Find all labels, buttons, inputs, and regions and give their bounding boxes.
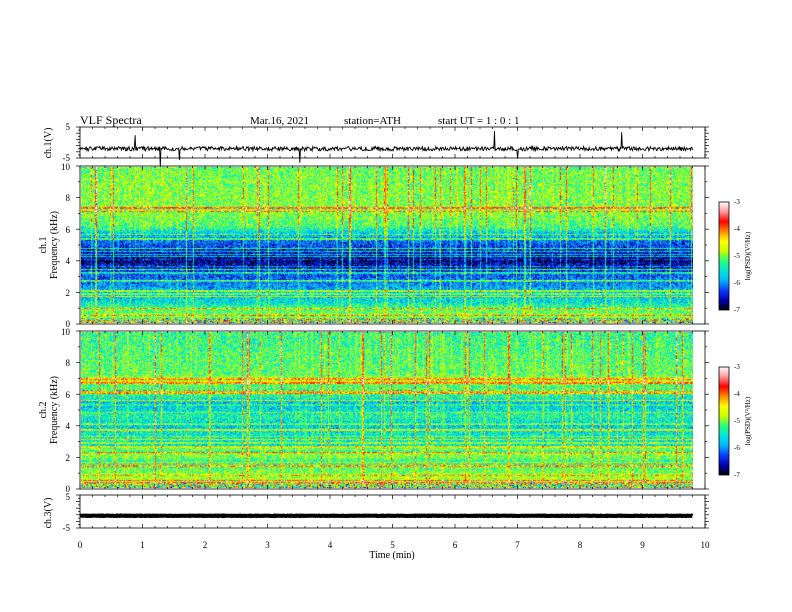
station-label: station=ATH xyxy=(344,115,401,127)
cb2-tick-0: -3 xyxy=(734,363,740,371)
ch2-colorbar: -3 -4 -5 -6 -7 log(PSD)(V²/Hz) xyxy=(718,363,752,479)
x-tick-3: 3 xyxy=(265,540,270,550)
frame-tick-marks xyxy=(76,126,709,529)
cb1-tick-3: -6 xyxy=(734,279,740,287)
x-tick-8: 8 xyxy=(578,540,583,550)
ch1-frequency-axis-label: Frequency (kHz) xyxy=(49,211,60,279)
cb1-tick-4: -7 xyxy=(734,306,740,314)
start-ut-label: start UT = 1 : 0 : 1 xyxy=(438,115,519,127)
cb2-label: log(PSD)(V²/Hz) xyxy=(744,396,752,445)
cb2-tick-4: -7 xyxy=(734,471,740,479)
x-tick-5: 5 xyxy=(390,540,395,550)
cb2-tick-3: -6 xyxy=(734,444,740,452)
ch1-voltage-frame xyxy=(79,126,706,159)
ch3-voltage-frame xyxy=(79,494,706,529)
x-tick-9: 9 xyxy=(640,540,645,550)
ch1-spectrogram-image xyxy=(81,167,693,323)
ch1-tick-4: 4 xyxy=(66,256,71,266)
ch3-voltage-trace xyxy=(79,513,694,519)
cb2-tick-1: -4 xyxy=(734,390,740,398)
ch1-tick-8: 8 xyxy=(66,193,71,203)
ch1-channel-label: ch.1 xyxy=(38,237,49,254)
ch1-colorbar-frame xyxy=(718,201,730,311)
cb1-label: log(PSD)(V²/Hz) xyxy=(744,231,752,280)
x-tick-0: 0 xyxy=(78,540,83,550)
cb1-tick-2: -5 xyxy=(734,252,740,260)
date-label: Mar.16, 2021 xyxy=(250,115,309,127)
ch2-tick-0: 0 xyxy=(66,484,71,494)
ch2-colorbar-frame xyxy=(718,366,730,476)
cb2-tick-2: -5 xyxy=(734,417,740,425)
ch1v-tick-bottom: -5 xyxy=(63,153,71,163)
ch2-tick-10: 10 xyxy=(61,327,71,337)
x-tick-10: 10 xyxy=(701,540,711,550)
x-axis-label: Time (min) xyxy=(369,550,414,561)
ch2-channel-label: ch.2 xyxy=(38,402,49,419)
ch2-colorbar-gradient-wrap xyxy=(719,367,729,475)
ch1-spectrogram-panel: 10 8 6 4 2 0 ch.1 Frequency (kHz) xyxy=(38,162,706,329)
ch1-tick-6: 6 xyxy=(66,225,71,235)
ch2-spectrogram-image-wrap xyxy=(81,332,693,488)
ch1-tick-10: 10 xyxy=(61,162,71,172)
cb1-tick-0: -3 xyxy=(734,198,740,206)
ch2-spectrogram-panel: 10 8 6 4 2 0 ch.2 Frequency (kHz) xyxy=(38,327,706,494)
ch1-spectrogram-image-wrap xyxy=(81,167,693,323)
figure-title: VLF Spectra xyxy=(80,113,142,127)
x-tick-6: 6 xyxy=(453,540,458,550)
ch1-frequency-ticks: 10 8 6 4 2 0 xyxy=(61,162,71,329)
ch1-voltage-trace xyxy=(79,131,693,167)
ch2-tick-4: 4 xyxy=(66,421,71,431)
ch1v-tick-top: 5 xyxy=(66,122,71,132)
x-tick-4: 4 xyxy=(328,540,333,550)
ch1-colorbar-gradient xyxy=(719,202,729,310)
ch2-frequency-axis-label: Frequency (kHz) xyxy=(49,376,60,444)
ch1-tick-0: 0 xyxy=(66,319,71,329)
ch2-spectrogram-image xyxy=(81,332,693,488)
x-tick-2: 2 xyxy=(203,540,208,550)
ch1-tick-2: 2 xyxy=(66,288,71,298)
x-tick-1: 1 xyxy=(140,540,145,550)
ch1-colorbar: -3 -4 -5 -6 -7 log(PSD)(V²/Hz) xyxy=(718,198,752,314)
ch2-frequency-ticks: 10 8 6 4 2 0 xyxy=(61,327,71,494)
cb1-tick-1: -4 xyxy=(734,225,740,233)
ch1v-axis-label: ch.1(V) xyxy=(43,128,54,159)
time-axis: 0 1 2 3 4 5 6 7 8 9 10 Time (min) xyxy=(78,540,710,561)
ch3v-axis-label: ch.3(V) xyxy=(43,498,54,529)
ch2-tick-6: 6 xyxy=(66,390,71,400)
ch2-colorbar-gradient xyxy=(719,367,729,475)
ch3v-tick-bottom: -5 xyxy=(63,523,71,533)
ch2-tick-2: 2 xyxy=(66,453,71,463)
ch2-tick-8: 8 xyxy=(66,358,71,368)
ch1-colorbar-gradient-wrap xyxy=(719,202,729,310)
ch3v-tick-top: 5 xyxy=(66,492,71,502)
x-tick-7: 7 xyxy=(515,540,520,550)
